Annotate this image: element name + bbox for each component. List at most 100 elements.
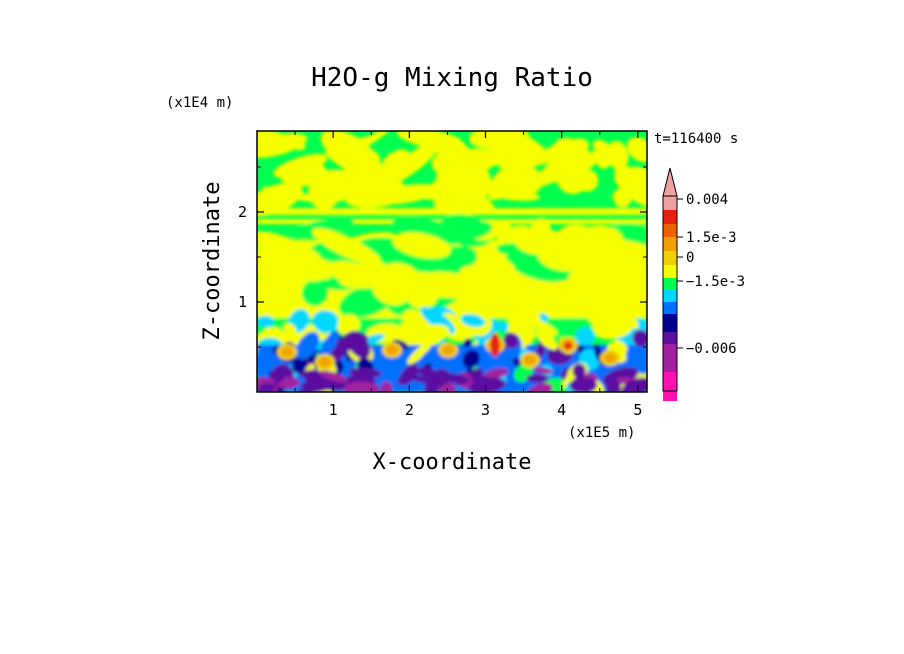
contour-patch: [391, 216, 468, 245]
contour-patch: [257, 231, 323, 265]
contour-patch: [380, 381, 393, 392]
contour-patch: [604, 353, 616, 363]
x-tick-label: 4: [557, 401, 566, 419]
contour-patch: [632, 329, 647, 347]
contour-patch: [407, 342, 432, 365]
contour-patch: [257, 131, 294, 156]
colorbar-level: [663, 251, 677, 265]
contour-patch: [593, 313, 635, 340]
contour-patch: [444, 373, 469, 385]
contour-patch: [386, 345, 398, 355]
x-tick-label: 1: [329, 401, 338, 419]
contour-patch: [257, 315, 275, 328]
contour-patch: [257, 182, 303, 217]
contour-patch: [462, 147, 503, 167]
plot-frame: [256, 130, 648, 393]
contour-band: [257, 208, 647, 215]
contour-patch: [564, 342, 572, 350]
contour-patch: [257, 285, 287, 305]
colorbar-level: [663, 344, 677, 372]
contour-patch: [385, 139, 441, 185]
contour-patch: [535, 328, 558, 350]
contour-patch: [612, 172, 647, 201]
chart-title: H2O-g Mixing Ratio: [311, 63, 593, 93]
contour-patch: [626, 136, 647, 163]
contour-patch: [418, 366, 436, 378]
contour-patch: [453, 220, 493, 240]
contour-patch: [592, 139, 614, 157]
y-tick-label: 2: [238, 203, 247, 221]
contour-patch: [319, 357, 331, 367]
colorbar-level: [663, 314, 677, 332]
y-axis-label: Z-coordinate: [200, 182, 225, 341]
contour-patch: [463, 338, 472, 348]
colorbar: 0.004 1.5e-3 0 −1.5e-3 −0.006: [662, 167, 745, 401]
contour-patch: [337, 131, 389, 159]
heatmap-contours: [257, 131, 647, 392]
y-units-label: (x1E4 m): [166, 95, 233, 111]
contour-patch: [543, 143, 568, 157]
contour-patch: [483, 367, 508, 380]
contour-patch: [295, 331, 320, 360]
contour-patch: [385, 352, 401, 372]
contour-patch: [514, 228, 556, 255]
contour-patch: [269, 256, 331, 280]
contour-patch: [426, 169, 481, 193]
contour-patch: [301, 279, 329, 306]
contour-patch: [370, 159, 413, 174]
contour-patch: [526, 373, 550, 383]
contour-patch: [312, 228, 382, 266]
contour-patch: [320, 330, 340, 358]
colorbar-label: −1.5e-3: [686, 274, 745, 290]
contour-patch: [572, 363, 586, 379]
contour-patch: [442, 345, 454, 355]
contour-patch: [410, 324, 450, 344]
colorbar-level: [663, 210, 677, 224]
colorbar-label: 1.5e-3: [686, 230, 737, 246]
time-label: t=116400 s: [654, 131, 738, 147]
colorbar-level: [663, 237, 677, 251]
x-tick-label: 5: [633, 401, 642, 419]
colorbar-overflow-arrow: [662, 167, 678, 197]
y-tick-label: 1: [238, 293, 247, 311]
contour-patch: [524, 355, 536, 365]
colorbar-label: −0.006: [686, 341, 737, 357]
heatmap-field: [257, 131, 647, 392]
x-tick-label: 3: [481, 401, 490, 419]
contour-patch: [574, 326, 595, 348]
contour-patch: [336, 314, 361, 336]
contour-patch: [569, 377, 598, 392]
contour-patch: [537, 247, 586, 272]
colorbar-frame: [662, 195, 678, 392]
colorbar-level: [663, 290, 677, 302]
contour-patch: [346, 330, 371, 359]
contour-patch: [547, 150, 598, 177]
contour-patch: [419, 282, 491, 299]
contour-patch: [281, 347, 293, 357]
contour-patch: [507, 311, 526, 328]
colorbar-level: [663, 332, 677, 344]
contour-patch: [490, 333, 500, 357]
contour-patch: [277, 379, 300, 389]
contour-patch: [392, 232, 451, 259]
contour-patch: [503, 332, 519, 349]
contour-patch: [621, 377, 647, 392]
x-tick-label: 2: [405, 401, 414, 419]
contour-patch: [625, 345, 647, 372]
contour-patch: [576, 225, 624, 257]
contour-patch: [257, 251, 281, 265]
y-axis: 12: [238, 166, 647, 348]
contour-patch: [298, 382, 336, 392]
contour-patch: [396, 377, 410, 385]
contour-patch: [292, 357, 307, 374]
colorbar-level: [663, 302, 677, 314]
contour-patch: [396, 131, 464, 150]
contour-patch: [506, 131, 532, 159]
contour-patch: [257, 382, 275, 392]
colorbar-level: [663, 278, 677, 290]
contour-patch: [426, 376, 443, 389]
colorbar-level: [663, 372, 677, 401]
colorbar-level: [663, 265, 677, 278]
contour-patch: [257, 258, 286, 279]
